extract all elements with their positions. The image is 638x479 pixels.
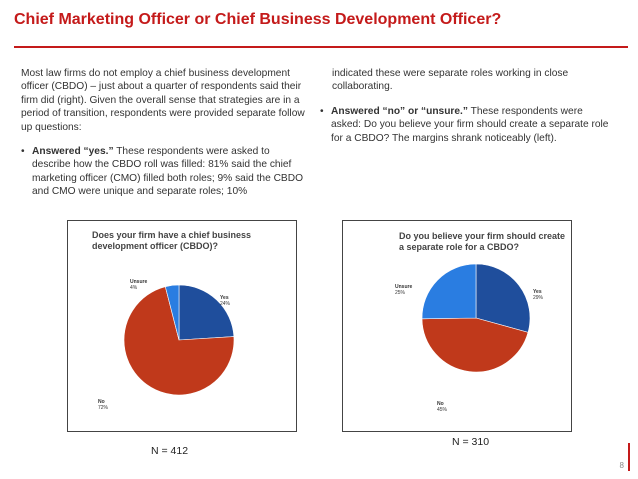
pie-slice-yes (475, 263, 531, 333)
chart-title: Does your firm have a chief business dev… (92, 230, 252, 251)
intro-paragraph: Most law firms do not employ a chief bus… (21, 68, 305, 133)
title-divider (14, 46, 628, 48)
left-text-column: Most law firms do not employ a chief bus… (21, 67, 308, 210)
label-unsure: Unsure 25% (395, 284, 413, 296)
continuation-paragraph: indicated these were separate roles work… (332, 68, 569, 93)
pie-slice-unsure (164, 284, 180, 341)
sample-size-left: N = 412 (151, 445, 189, 457)
sample-size-right: N = 310 (452, 436, 490, 448)
label-unsure: Unsure 4% (130, 279, 148, 291)
bullet-yes-text: These respondents were asked to describe… (32, 146, 304, 198)
footer-accent (628, 443, 630, 471)
label-yes: Yes 29% (533, 289, 544, 301)
pie-slice-unsure (421, 263, 477, 320)
bullet-no-unsure: • Answered “no” or “unsure.” These respo… (320, 105, 610, 145)
label-yes: Yes 24% (220, 295, 231, 307)
chart-box-cbdo: Does your firm have a chief business dev… (67, 220, 297, 432)
pie-slice-yes (178, 284, 235, 341)
label-no: No 45% (437, 401, 448, 413)
bullet-yes-heading: Answered “yes.” (32, 146, 114, 158)
right-text-column: indicated these were separate roles work… (320, 67, 610, 156)
bullet-no-text: These respondents were asked: Do you bel… (331, 105, 609, 144)
bullet-no-heading: Answered “no” or “unsure.” (331, 105, 468, 117)
label-no: No 72% (98, 399, 109, 411)
bullet-yes: • Answered “yes.” These respondents were… (21, 145, 308, 199)
bullet-icon: • (21, 146, 25, 158)
pie-chart-cbdo (123, 284, 235, 396)
pie-slice-no (123, 286, 235, 396)
slide-title: Chief Marketing Officer or Chief Busines… (14, 11, 502, 28)
bullet-icon: • (320, 105, 324, 117)
pie-chart-separate-role (421, 263, 531, 373)
chart-box-separate-role: Do you believe your firm should create a… (342, 220, 572, 432)
page-number: 8 (619, 461, 624, 470)
pie-slice-no (421, 317, 529, 373)
chart-title: Do you believe your firm should create a… (399, 231, 566, 252)
